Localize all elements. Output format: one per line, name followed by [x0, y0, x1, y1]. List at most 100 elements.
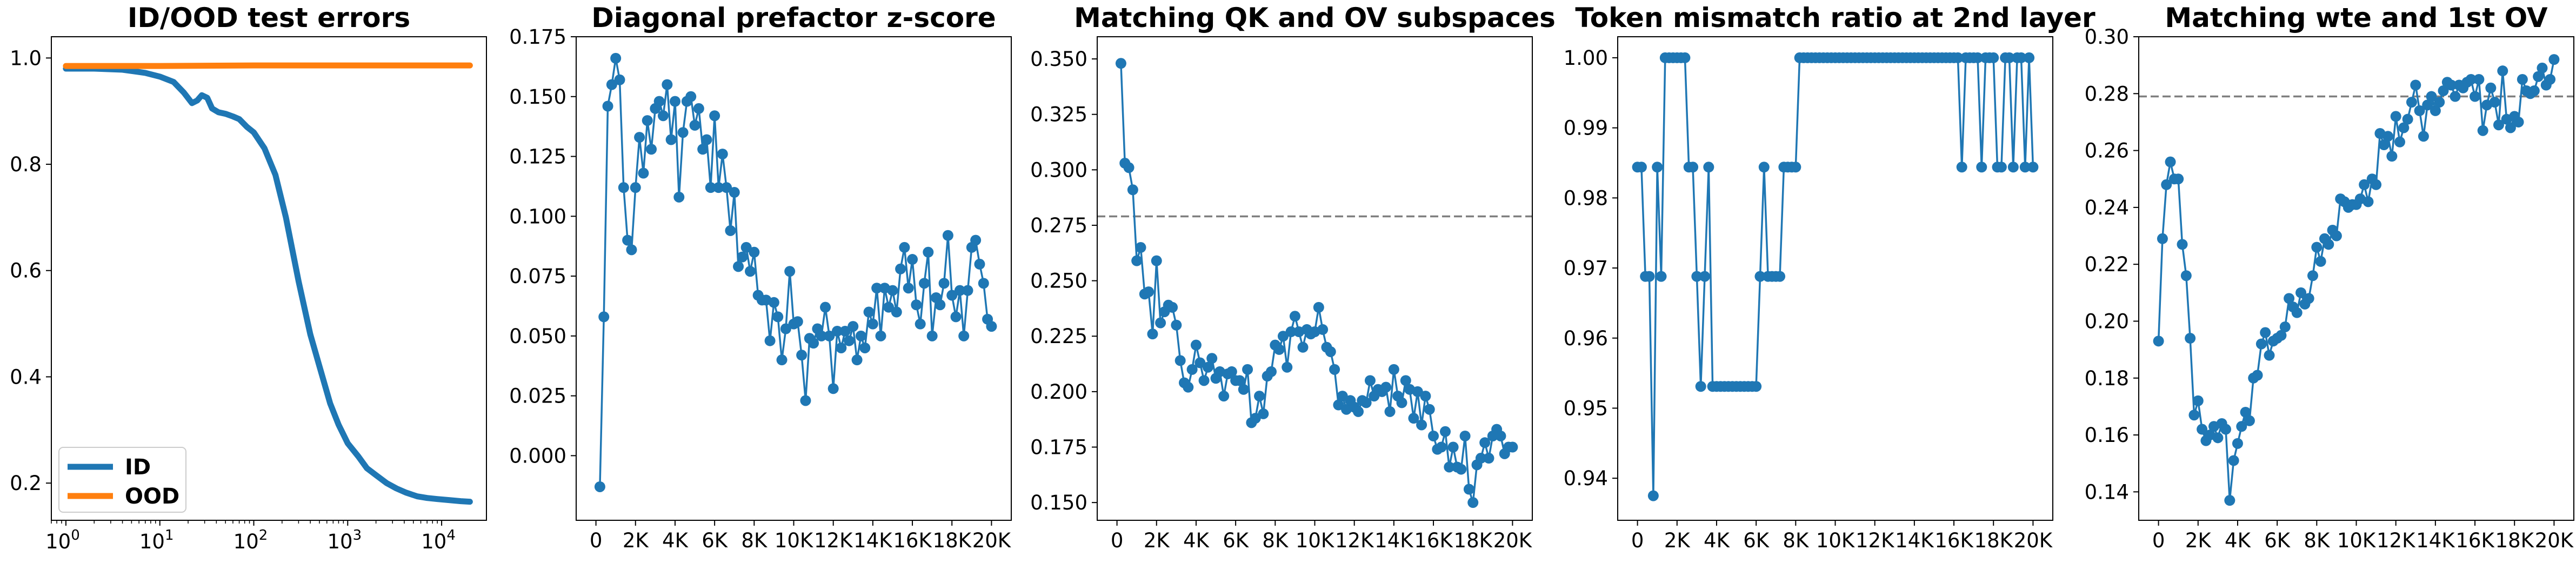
data-point [2391, 111, 2401, 122]
data-point [915, 319, 926, 330]
data-point [1365, 375, 1376, 386]
data-point [927, 331, 938, 341]
data-point [1191, 340, 1202, 351]
x-tick-label: 2K [623, 529, 650, 552]
data-point [2315, 256, 2326, 267]
data-point [2470, 91, 2480, 102]
x-tick-label: 16K [1934, 529, 1974, 552]
data-point [2450, 91, 2460, 102]
data-point [1464, 484, 1474, 495]
data-point [2256, 339, 2267, 350]
y-tick-label: 0.24 [2085, 196, 2129, 219]
data-point [963, 285, 973, 296]
x-tick-label: 8K [741, 529, 768, 552]
y-tick-label: 0.22 [2085, 253, 2129, 276]
data-point [1127, 184, 1138, 195]
x-tick-label: 101 [139, 527, 174, 553]
plot-frame [1097, 37, 1532, 520]
x-tick-label: 2K [2185, 529, 2212, 552]
y-tick-label: 0.2 [10, 472, 42, 495]
data-point [2173, 173, 2184, 184]
data-point [970, 235, 981, 246]
y-tick-label: 0.175 [1030, 436, 1087, 459]
data-point [2212, 432, 2223, 443]
x-tick-label: 6K [702, 529, 729, 552]
data-point [1167, 302, 1178, 313]
x-tick-label: 18K [1454, 529, 1493, 552]
data-point [2220, 424, 2231, 435]
data-point [2252, 370, 2263, 381]
x-tick-label: 14K [1895, 529, 1934, 552]
x-tick-label: 14K [853, 529, 893, 552]
data-point [2529, 85, 2540, 96]
data-point [717, 149, 728, 159]
x-tick-label: 8K [2304, 529, 2331, 552]
y-tick-label: 0.350 [1030, 48, 1087, 71]
legend-label-id: ID [125, 455, 151, 480]
y-tick-label: 0.300 [1030, 158, 1087, 182]
y-tick-label: 0.275 [1030, 214, 1087, 237]
legend-label-ood: OOD [125, 484, 179, 509]
data-point [943, 230, 953, 241]
data-point [678, 127, 689, 138]
data-point [923, 247, 933, 258]
data-point [1175, 355, 1186, 366]
data-point [2280, 321, 2291, 332]
data-point [844, 336, 855, 346]
data-point [2386, 151, 2397, 162]
data-point [1644, 271, 1655, 282]
data-point [935, 299, 945, 310]
data-point [697, 144, 708, 155]
data-point [673, 192, 684, 203]
data-point [820, 302, 831, 313]
data-point [1155, 318, 1166, 328]
x-tick-label: 10K [1296, 529, 1335, 552]
data-point [2548, 54, 2559, 65]
data-point [1484, 453, 1494, 464]
data-point [1199, 375, 1210, 386]
data-point [1416, 419, 1427, 430]
x-tick-label: 14K [1374, 529, 1414, 552]
x-tick-label: 20K [972, 529, 1012, 552]
data-point [907, 254, 918, 265]
data-point [1656, 271, 1667, 282]
data-point [777, 354, 788, 365]
y-tick-label: 0.100 [509, 205, 566, 228]
chart-3: Matching QK and OV subspaces0.1500.1750.… [1030, 2, 1556, 552]
data-point [1679, 52, 1690, 63]
data-point [1636, 162, 1647, 172]
x-tick-label: 18K [2495, 529, 2535, 552]
data-point [1389, 364, 1399, 375]
data-point [2024, 52, 2034, 63]
data-point [867, 319, 878, 330]
x-tick-label: 8K [1262, 529, 1289, 552]
data-point [1147, 328, 1158, 339]
data-point [598, 311, 609, 322]
data-point [978, 278, 989, 289]
data-point [702, 135, 712, 145]
data-point [2232, 438, 2243, 449]
data-point [1774, 271, 1785, 282]
data-point [876, 331, 886, 341]
data-point [958, 331, 969, 341]
data-point [2517, 74, 2528, 85]
data-point [2478, 125, 2488, 136]
x-tick-label: 20K [1493, 529, 1533, 552]
data-point [2244, 415, 2255, 426]
x-tick-label: 100 [45, 527, 80, 553]
data-point [725, 225, 736, 236]
data-point [2228, 455, 2239, 466]
data-point [2027, 162, 2038, 172]
data-point [690, 120, 700, 131]
x-tick-label: 12K [814, 529, 853, 552]
data-point [709, 110, 720, 121]
x-tick-label: 12K [1335, 529, 1374, 552]
x-tick-label: 16K [1414, 529, 1453, 552]
y-tick-label: 0.200 [1030, 380, 1087, 404]
data-point [1171, 320, 1182, 331]
data-point [847, 321, 858, 332]
data-point [1380, 382, 1391, 393]
x-tick-label: 2K [1664, 529, 1691, 552]
data-point [634, 132, 645, 143]
